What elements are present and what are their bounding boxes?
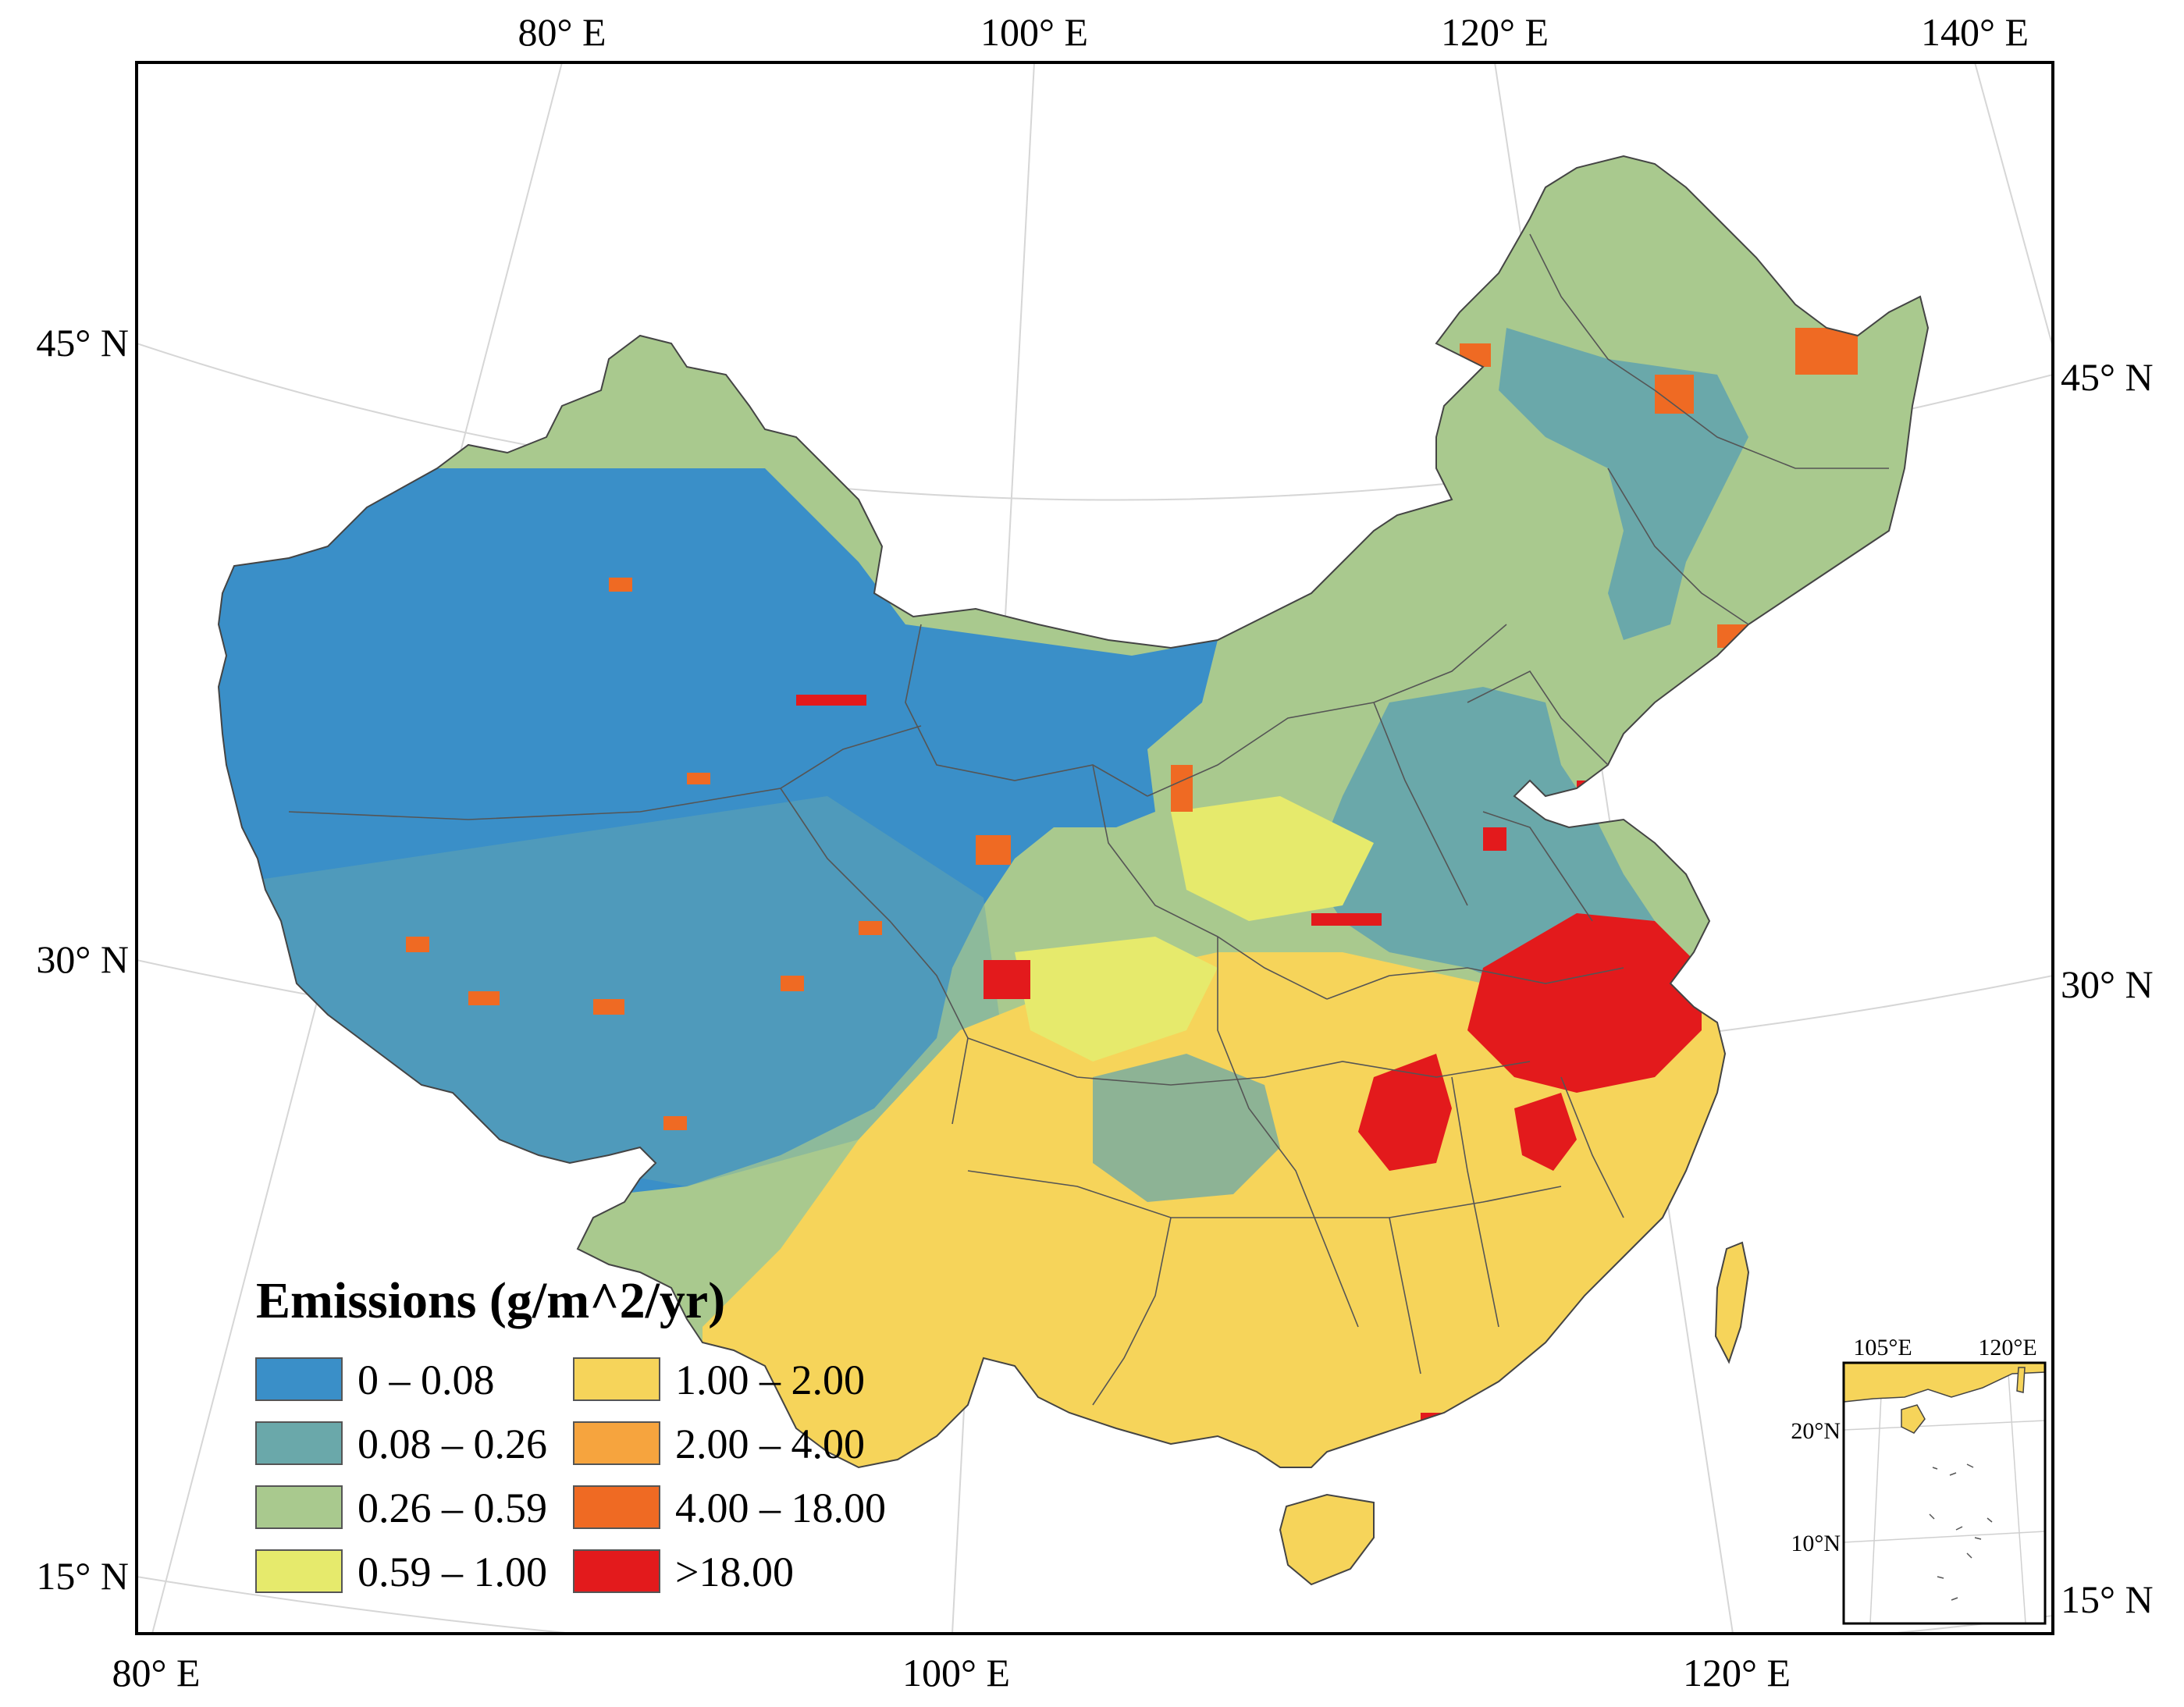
bottom-axis-label: 120° E — [1683, 1651, 1791, 1695]
inset-frame — [1842, 1361, 2047, 1625]
legend-swatch — [255, 1549, 343, 1593]
inset-graticule — [1843, 1362, 2046, 1624]
legend-swatch — [255, 1485, 343, 1529]
taiwan-island — [1714, 1241, 1750, 1364]
right-axis-label: 15° N — [2061, 1577, 2154, 1621]
legend-swatch — [255, 1357, 343, 1401]
province-boundaries — [288, 233, 1889, 1406]
legend-label: 0.08 – 0.26 — [357, 1421, 547, 1467]
legend-item: 1.00 – 2.00 — [573, 1357, 865, 1403]
top-axis-label: 100° E — [980, 10, 1088, 54]
legend-item: 0.59 – 1.00 — [255, 1549, 547, 1595]
map-frame — [135, 61, 2054, 1635]
sichuan-basin-region — [1093, 1054, 1280, 1202]
top-axis-label: 80° E — [518, 10, 606, 54]
inner-mongolia-yellow-patch — [1171, 796, 1374, 921]
legend-label: 2.00 – 4.00 — [675, 1421, 865, 1467]
legend-title: Emissions (g/m^2/yr) — [256, 1272, 725, 1329]
inset-islands — [1929, 1463, 1993, 1601]
inset-taiwan — [2016, 1367, 2026, 1393]
legend-swatch — [573, 1549, 660, 1593]
right-axis: 45° N 30° N 15° N — [2061, 355, 2154, 1621]
left-axis-label: 30° N — [36, 937, 129, 981]
legend-label: 4.00 – 18.00 — [675, 1485, 886, 1531]
left-axis-label: 15° N — [36, 1554, 129, 1598]
legend-label: 0.59 – 1.00 — [357, 1549, 547, 1595]
inset-background — [1844, 1363, 2045, 1623]
legend-item: 2.00 – 4.00 — [573, 1421, 865, 1467]
left-axis-label: 45° N — [36, 321, 129, 365]
inset-top-label: 105°E — [1853, 1335, 1912, 1360]
left-axis: 45° N 30° N 15° N — [36, 321, 129, 1598]
legend-swatch — [573, 1485, 660, 1529]
china-outline — [217, 155, 1930, 1469]
inset-left-label: 20°N — [1791, 1418, 1841, 1444]
legend-label: 0 – 0.08 — [357, 1357, 495, 1403]
hubei-high-emission-region — [1358, 1054, 1452, 1171]
legend-item: 0 – 0.08 — [255, 1357, 495, 1403]
legend-item: 0.08 – 0.26 — [255, 1421, 547, 1467]
jiangxi-high-emission-region — [1514, 1093, 1577, 1171]
south-china-sea-inset: 105°E 120°E 20°N 10°N — [1791, 1335, 2047, 1625]
hainan-island — [1279, 1493, 1375, 1586]
sichuan-yellow-region — [1015, 937, 1218, 1062]
bottom-axis: 80° E 100° E 120° E — [112, 1651, 1791, 1695]
legend-swatch — [255, 1421, 343, 1465]
inset-top-label: 120°E — [1978, 1335, 2036, 1360]
legend-label: 0.26 – 0.59 — [357, 1485, 547, 1531]
legend-label: >18.00 — [675, 1549, 794, 1595]
legend-item: >18.00 — [573, 1549, 794, 1595]
top-axis: 80° E 100° E 120° E 140° E — [518, 10, 2029, 54]
legend-label: 1.00 – 2.00 — [675, 1357, 865, 1403]
legend-swatch — [573, 1357, 660, 1401]
inset-left-label: 10°N — [1791, 1531, 1841, 1556]
right-axis-label: 30° N — [2061, 962, 2154, 1006]
legend-item: 4.00 – 18.00 — [573, 1485, 886, 1531]
bottom-axis-label: 100° E — [902, 1651, 1010, 1695]
west-low-emission-region — [219, 468, 1218, 1202]
legend-swatch — [573, 1421, 660, 1465]
top-axis-label: 140° E — [1921, 10, 2029, 54]
yangtze-high-emission-region — [1467, 913, 1702, 1093]
right-axis-label: 45° N — [2061, 355, 2154, 399]
legend-item: 0.26 – 0.59 — [255, 1485, 547, 1531]
bottom-axis-label: 80° E — [112, 1651, 200, 1695]
legend: Emissions (g/m^2/yr) 0 – 0.08 0.08 – 0.2… — [255, 1272, 886, 1595]
top-axis-label: 120° E — [1441, 10, 1549, 54]
inset-hainan — [1901, 1404, 1926, 1434]
